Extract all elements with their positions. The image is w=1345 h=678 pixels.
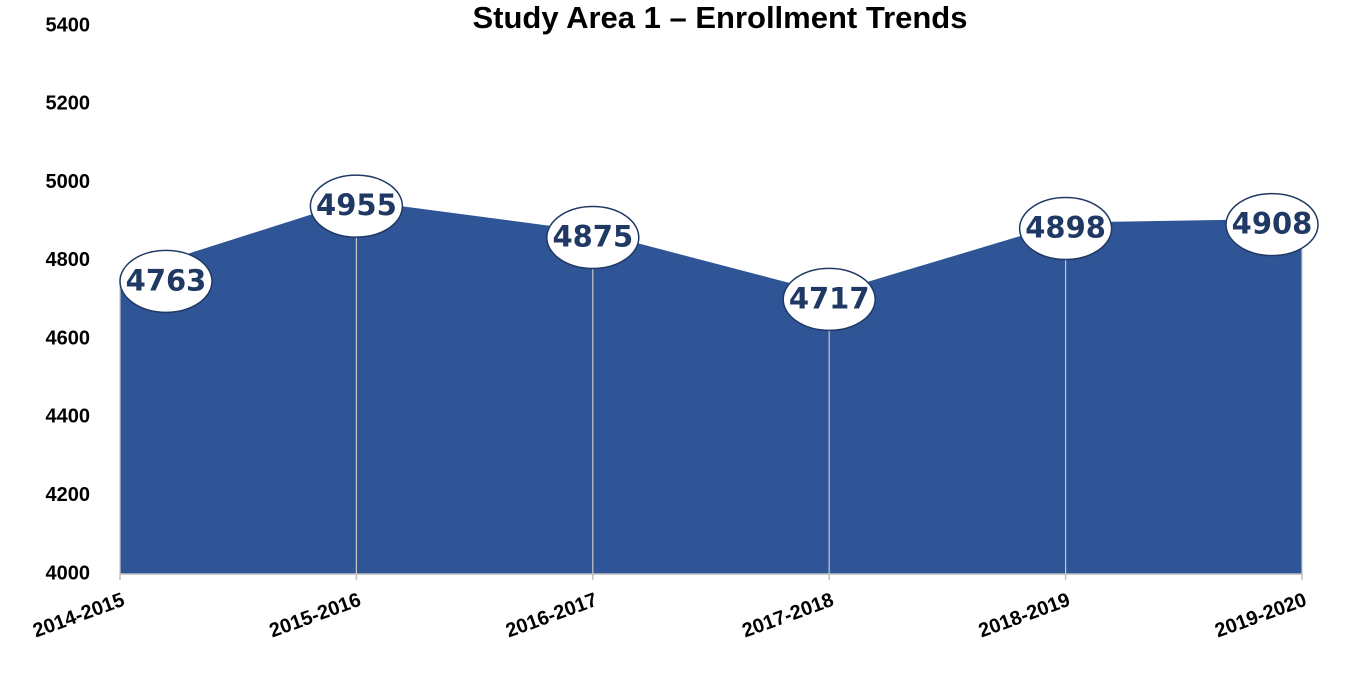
data-label-bubble [782, 267, 876, 332]
data-label-bubble [309, 174, 404, 238]
data-label: 4908 [1232, 207, 1313, 241]
y-tick-label: 4400 [46, 406, 91, 428]
y-tick-label: 5200 [46, 93, 91, 115]
x-tick-label: 2017-2018 [739, 589, 836, 642]
x-tick-label: 2016-2017 [503, 589, 600, 642]
data-label-bubble [1225, 192, 1319, 257]
data-label-bubble [1018, 196, 1113, 261]
data-label: 4717 [789, 281, 870, 315]
y-tick-label: 4000 [46, 562, 91, 584]
data-label-bubble [546, 205, 640, 270]
data-label: 4763 [126, 263, 207, 297]
x-tick-label: 2015-2016 [267, 589, 364, 642]
chart-title: Study Area 1 – Enrollment Trends [473, 0, 968, 35]
x-tick-label: 2018-2019 [976, 589, 1073, 642]
y-tick-label: 5000 [46, 171, 91, 193]
data-label-bubble [119, 249, 213, 314]
data-label: 4898 [1025, 210, 1106, 244]
x-tick-label: 2019-2020 [1212, 589, 1309, 642]
y-tick-label: 4200 [46, 484, 91, 506]
area [120, 200, 1302, 574]
x-tick-label: 2014-2015 [30, 589, 127, 642]
y-tick-label: 4600 [46, 327, 91, 349]
data-label: 4875 [552, 220, 633, 254]
y-tick-label: 4800 [46, 249, 91, 271]
data-label: 4955 [316, 188, 397, 222]
y-tick-label: 5400 [46, 14, 91, 36]
